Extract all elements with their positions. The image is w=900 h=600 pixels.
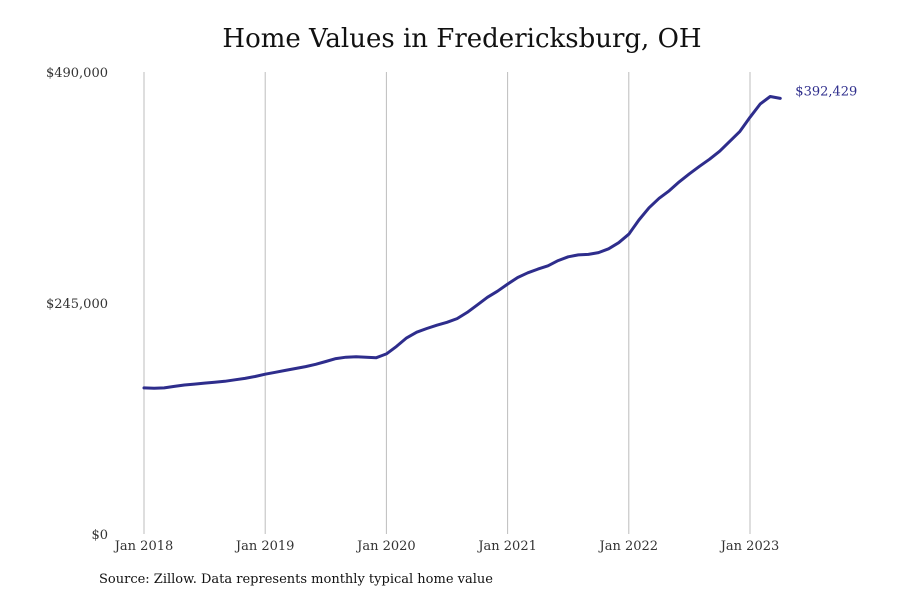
y-axis-ticks: $0 $245,000 $490,000	[46, 66, 108, 543]
x-tick-label: Jan 2019	[234, 539, 295, 554]
source-note: Source: Zillow. Data represents monthly …	[99, 572, 493, 587]
x-tick-label: Jan 2021	[476, 539, 537, 554]
series-layer: $392,429	[142, 84, 857, 390]
chart-title: Home Values in Fredericksburg, OH	[222, 24, 702, 54]
x-tick-label: Jan 2022	[598, 539, 659, 554]
series-line	[142, 95, 782, 390]
y-tick-label: $0	[91, 528, 108, 543]
y-tick-label: $245,000	[46, 297, 108, 312]
y-tick-label: $490,000	[46, 66, 108, 81]
x-tick-label: Jan 2018	[113, 539, 174, 554]
end-value-label: $392,429	[795, 84, 857, 99]
x-axis-ticks: Jan 2018 Jan 2019 Jan 2020 Jan 2021 Jan 2022…	[113, 539, 780, 554]
x-tick-label: Jan 2023	[719, 539, 780, 554]
grid-lines	[143, 72, 751, 534]
x-tick-label: Jan 2020	[355, 539, 416, 554]
